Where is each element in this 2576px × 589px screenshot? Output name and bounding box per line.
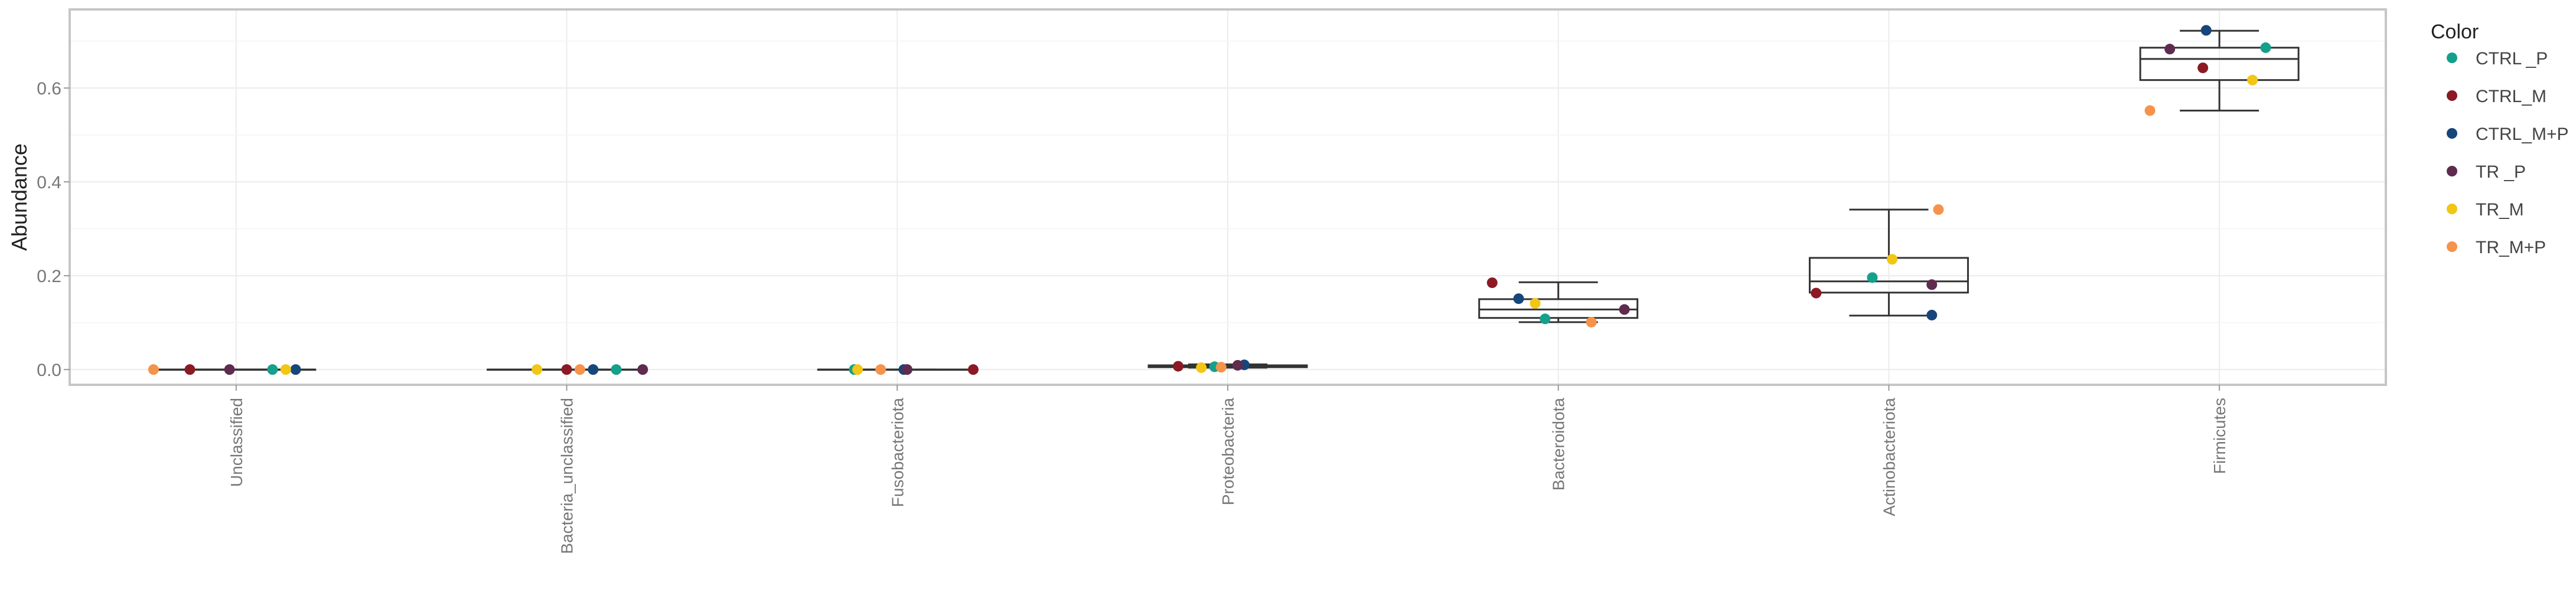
y-tick-label: 0.4 (37, 173, 61, 192)
point-Unclassified-CTRL_M+P (290, 364, 301, 375)
x-tick-label: Unclassified (227, 398, 246, 487)
legend-entry: CTRL _P (2447, 49, 2548, 68)
point-Actinobacteriota-TR_P (1926, 279, 1938, 290)
legend-label: CTRL_M (2476, 87, 2546, 106)
legend-key (2447, 241, 2457, 252)
grid-layer (71, 11, 2385, 384)
legend-entry: CTRL_M+P (2447, 125, 2569, 144)
legend-entry: TR_M (2447, 200, 2524, 220)
x-tick-label: Proteobacteria (1219, 398, 1237, 506)
point-Fusobacteriota-TR_P (902, 364, 913, 375)
point-Fusobacteriota-CTRL_M (968, 364, 979, 375)
point-Bacteria_unclassified-CTRL_P (611, 364, 622, 375)
x-axis-ticks: Unclassified Bacteria_unclassified Fusobac… (227, 385, 2229, 554)
point-Bacteroidota-CTRL_M+P (1513, 293, 1524, 305)
legend-key (2447, 53, 2457, 63)
point-Bacteroidota-TR_M+P (1586, 316, 1597, 328)
point-Firmicutes-TR_P (2164, 44, 2176, 55)
legend-label: CTRL _P (2476, 49, 2548, 68)
point-Unclassified-TR_M+P (148, 364, 159, 375)
box-Bacteroidota (1478, 281, 1639, 323)
point-Bacteria_unclassified-TR_M (531, 364, 543, 375)
legend-key (2447, 128, 2457, 139)
point-Firmicutes-CTRL_M+P (2200, 25, 2212, 36)
legend-label: CTRL_M+P (2476, 125, 2569, 144)
point-Bacteria_unclassified-CTRL_M+P (588, 364, 599, 375)
point-Firmicutes-TR_M+P (2144, 105, 2156, 116)
y-tick-label: 0.2 (37, 267, 61, 286)
point-Bacteria_unclassified-TR_M+P (574, 364, 585, 375)
point-layer (148, 25, 2271, 375)
point-Actinobacteriota-TR_M (1887, 254, 1898, 265)
point-Fusobacteriota-TR_M (852, 364, 863, 375)
point-Actinobacteriota-CTRL_M (1811, 287, 1822, 299)
point-Firmicutes-TR_M (2247, 74, 2258, 86)
x-tick-label: Actinobacteriota (1880, 398, 1898, 516)
point-Bacteroidota-CTRL_M (1486, 277, 1498, 289)
box-iqr (2139, 47, 2300, 81)
legend-key (2447, 90, 2457, 101)
point-Proteobacteria-TR_P (1232, 359, 1243, 371)
point-Fusobacteriota-TR_M+P (875, 364, 886, 375)
point-Actinobacteriota-TR_M+P (1933, 204, 1944, 215)
point-Proteobacteria-CTRL_M (1173, 361, 1184, 372)
point-Firmicutes-CTRL_P (2260, 42, 2271, 53)
legend-key (2447, 166, 2457, 176)
y-tick-label: 0.0 (37, 361, 61, 380)
legend-title: Color (2431, 21, 2479, 43)
point-Unclassified-TR_P (224, 364, 235, 375)
point-Bacteria_unclassified-CTRL_M (561, 364, 572, 375)
point-Firmicutes-CTRL_M (2197, 62, 2209, 73)
y-axis-ticks: 0.0 0.2 0.4 0.6 (37, 79, 70, 380)
x-tick-label: Fusobacteriota (888, 398, 907, 508)
point-Proteobacteria-TR_M (1196, 362, 1207, 373)
legend-label: TR_M (2476, 200, 2524, 220)
legend-label: TR_M+P (2476, 238, 2546, 257)
legend-key (2447, 204, 2457, 214)
point-Unclassified-TR_M (280, 364, 291, 375)
legend: CTRL _P CTRL_M CTRL_M+P TR _P TR_M TR_M+P (2447, 49, 2569, 257)
x-tick-label: Bacteroidota (1550, 398, 1568, 491)
x-tick-label: Bacteria_unclassified (558, 398, 576, 554)
legend-entry: TR _P (2447, 162, 2526, 182)
point-Proteobacteria-TR_M+P (1215, 362, 1227, 373)
box-Proteobacteria (1147, 363, 1308, 369)
legend-entry: TR_M+P (2447, 238, 2546, 257)
box-Fusobacteriota (817, 368, 977, 371)
box-iqr (1478, 298, 1639, 319)
point-Unclassified-CTRL_P (267, 364, 278, 375)
point-Bacteroidota-CTRL_P (1540, 313, 1551, 325)
legend-entry: CTRL_M (2447, 87, 2546, 106)
point-Bacteria_unclassified-TR_P (637, 364, 648, 375)
box-Firmicutes (2139, 30, 2300, 112)
x-tick-label: Firmicutes (2210, 398, 2229, 474)
point-Bacteroidota-TR_P (1619, 304, 1630, 315)
point-Unclassified-CTRL_M (184, 364, 195, 375)
legend-label: TR _P (2476, 162, 2526, 182)
point-Bacteroidota-TR_M (1530, 298, 1541, 309)
point-Actinobacteriota-CTRL_M+P (1926, 309, 1938, 320)
y-tick-label: 0.6 (37, 79, 61, 99)
point-Actinobacteriota-CTRL_P (1867, 272, 1878, 283)
y-axis-title: Abundance (7, 143, 31, 251)
